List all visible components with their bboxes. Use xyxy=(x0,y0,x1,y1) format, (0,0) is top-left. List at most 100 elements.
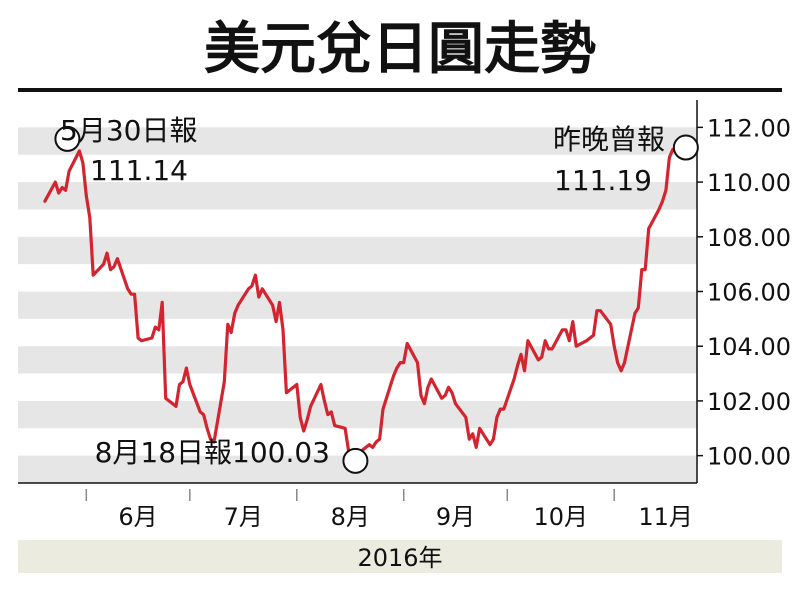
data-point xyxy=(82,162,84,164)
data-point xyxy=(378,438,381,441)
data-point xyxy=(444,394,446,397)
annotation-value: 111.19 xyxy=(554,164,652,197)
data-point xyxy=(258,296,260,298)
data-point xyxy=(54,181,57,183)
data-point xyxy=(178,383,181,386)
data-point xyxy=(641,268,643,271)
data-point xyxy=(416,361,419,364)
data-point xyxy=(78,150,81,152)
annotation-label: 昨晚曾報 xyxy=(553,123,665,156)
data-point xyxy=(306,419,308,421)
x-tick-label: 11月 xyxy=(638,503,693,531)
y-tick-label: 112.00 xyxy=(707,114,791,142)
data-point xyxy=(658,208,660,211)
data-point xyxy=(644,268,646,271)
data-point xyxy=(475,446,478,449)
data-point xyxy=(227,323,229,326)
data-point xyxy=(89,216,91,219)
data-point xyxy=(261,288,264,290)
data-point xyxy=(254,274,257,276)
annotation-marker xyxy=(672,134,699,161)
data-point xyxy=(327,413,329,416)
data-point xyxy=(116,257,119,260)
data-point xyxy=(209,438,212,441)
grid-band xyxy=(18,291,697,319)
annotation-marker xyxy=(54,125,81,152)
data-point xyxy=(468,438,471,441)
data-point xyxy=(375,441,377,443)
x-axis: 6月 7月 8月 9月 10月 11月 xyxy=(18,482,697,531)
x-tick-label: 10月 xyxy=(533,503,588,531)
data-point xyxy=(161,301,163,304)
data-point xyxy=(133,293,136,296)
data-point xyxy=(572,320,574,323)
data-point xyxy=(233,312,236,315)
data-point xyxy=(278,301,281,304)
data-point xyxy=(92,274,94,276)
data-point xyxy=(661,200,664,202)
data-point xyxy=(199,411,201,413)
data-point xyxy=(44,200,46,202)
data-point xyxy=(140,339,143,342)
grid-band xyxy=(18,400,697,429)
y-tick-label: 104.00 xyxy=(707,333,791,361)
data-point xyxy=(368,443,371,446)
data-point xyxy=(223,381,226,383)
grid-band xyxy=(18,127,697,155)
data-point xyxy=(637,307,640,309)
data-point xyxy=(247,288,250,290)
data-point xyxy=(320,383,322,386)
x-tick-label: 7月 xyxy=(224,503,263,531)
data-point xyxy=(126,288,129,290)
data-point xyxy=(275,320,277,323)
data-point xyxy=(427,386,429,389)
data-point xyxy=(440,397,443,400)
data-point xyxy=(575,345,577,348)
data-point xyxy=(271,304,274,307)
data-point xyxy=(496,416,498,419)
annotation-label: 5月30日報 xyxy=(60,114,197,147)
data-point xyxy=(523,370,526,372)
data-point xyxy=(402,361,405,364)
annotations: 5月30日報 111.14 8月18日報100.03 昨晚曾報 111.19 xyxy=(54,114,699,474)
data-point xyxy=(551,348,553,350)
y-axis: 100.00 102.00 104.00 106.00 108.00 110.00 112.… xyxy=(696,100,791,483)
data-point xyxy=(185,367,188,369)
data-point xyxy=(64,189,67,192)
data-point xyxy=(68,170,70,172)
data-point xyxy=(623,361,626,364)
data-point xyxy=(561,329,564,331)
data-point xyxy=(330,411,333,413)
data-point xyxy=(323,400,326,402)
annotation-label: 8月18日報100.03 xyxy=(95,436,330,469)
data-point xyxy=(206,427,208,430)
data-point xyxy=(396,367,398,369)
data-point xyxy=(151,337,153,339)
data-point xyxy=(109,268,112,271)
data-point xyxy=(302,430,305,432)
x-tick-label: 6月 xyxy=(118,503,157,531)
data-point xyxy=(130,293,132,296)
annotation-marker xyxy=(342,447,369,474)
data-point xyxy=(251,285,253,287)
data-point xyxy=(113,266,115,268)
data-point xyxy=(154,326,157,328)
data-point xyxy=(616,361,619,364)
grid-band xyxy=(18,236,697,265)
x-axis-label: 2016年 xyxy=(357,544,442,572)
data-point xyxy=(392,375,395,378)
data-point xyxy=(454,402,457,405)
data-point xyxy=(309,405,312,408)
data-point xyxy=(420,394,422,397)
grid-bands xyxy=(18,127,697,483)
data-point xyxy=(371,446,374,449)
grid-band xyxy=(18,346,697,374)
data-point xyxy=(647,227,650,230)
y-tick-label: 100.00 xyxy=(707,443,791,471)
data-point xyxy=(158,329,160,331)
data-point xyxy=(585,339,588,342)
data-point xyxy=(513,378,515,380)
data-point xyxy=(620,370,622,372)
data-point xyxy=(399,361,402,364)
data-point xyxy=(382,408,384,410)
